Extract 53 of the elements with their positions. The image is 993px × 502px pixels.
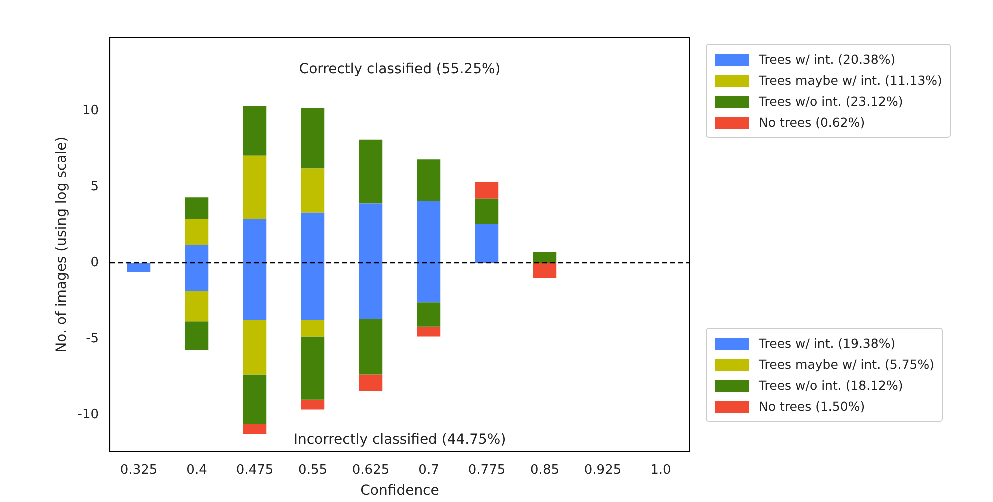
bar [243,106,267,156]
legend-label: Trees maybe w/ int. (11.13%) [759,73,942,88]
x-tick-label: 0.85 [530,462,560,478]
x-axis-title: Confidence [360,483,440,500]
legend-label: Trees w/ int. (19.38%) [759,336,896,351]
bar [301,400,325,410]
bar [417,326,441,337]
bar [359,140,383,204]
x-tick-label: 0.475 [236,462,274,478]
bar [417,160,441,202]
bar [359,374,383,392]
bar [475,198,499,224]
annotation: Correctly classified (55.25%) [299,62,501,78]
legend-label: Trees w/o int. (23.12%) [759,94,904,109]
bar [243,156,267,219]
bar [243,320,267,375]
x-tick-label: 0.625 [352,462,390,478]
bar [185,198,209,219]
x-tick-label: 0.925 [584,462,622,478]
y-axis-title: No. of images (using log scale) [54,136,70,353]
bar [533,252,557,264]
bar [301,320,325,337]
legend-label: Trees maybe w/ int. (5.75%) [759,357,934,372]
x-tick-label: 0.325 [120,462,158,478]
bar [417,302,441,327]
bar [533,263,557,278]
bar [243,424,267,434]
x-tick-label: 1.0 [650,462,672,478]
y-tick-label: -10 [78,407,100,422]
y-tick-label: 10 [82,103,100,118]
bar [301,108,325,169]
bar [185,218,209,246]
bar [475,182,499,199]
bar [301,168,325,213]
bar [243,374,267,424]
x-tick-label: 0.775 [468,462,506,478]
bar [127,263,151,272]
legend-label: No trees (1.50%) [759,399,866,414]
annotation: Incorrectly classified (44.75%) [294,432,506,448]
y-tick-label: 5 [90,179,100,194]
x-tick-label: 0.55 [298,462,328,478]
bar [301,336,325,400]
bar [185,322,209,350]
x-tick-label: 0.4 [186,462,208,478]
bar [475,224,499,264]
legend-label: Trees w/o int. (18.12%) [759,378,904,393]
x-tick-label: 0.7 [418,462,440,478]
y-tick-label: 0 [90,255,100,270]
bar [359,319,383,375]
legend-label: Trees w/ int. (20.38%) [759,52,896,67]
bar [185,291,209,322]
legend-label: No trees (0.62%) [759,115,866,130]
y-tick-label: -5 [86,331,100,346]
